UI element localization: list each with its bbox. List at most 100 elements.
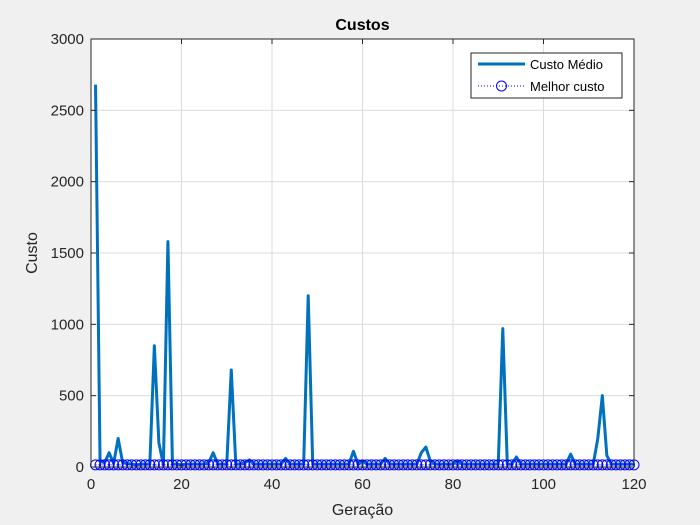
- point-melhor-custo: [538, 459, 549, 471]
- point-melhor-custo: [461, 459, 473, 471]
- y-tick-label: 2000: [51, 174, 84, 191]
- point-melhor-custo: [329, 459, 341, 471]
- point-melhor-custo: [479, 459, 491, 471]
- point-melhor-custo: [320, 459, 332, 471]
- y-tick-label: 2500: [51, 102, 84, 119]
- point-melhor-custo: [189, 459, 201, 471]
- point-melhor-custo: [501, 459, 513, 471]
- point-melhor-custo: [379, 459, 391, 471]
- point-melhor-custo: [583, 459, 595, 471]
- point-melhor-custo: [474, 459, 486, 471]
- y-tick-label: 3000: [51, 31, 84, 48]
- point-melhor-custo: [311, 459, 323, 471]
- point-melhor-custo: [112, 459, 124, 471]
- point-melhor-custo: [108, 459, 120, 471]
- point-melhor-custo: [94, 459, 106, 471]
- y-tick-label: 0: [76, 459, 84, 476]
- point-melhor-custo: [357, 459, 368, 471]
- point-melhor-custo: [519, 459, 531, 471]
- point-melhor-custo: [596, 459, 608, 471]
- point-melhor-custo: [135, 459, 147, 471]
- point-melhor-custo: [547, 459, 559, 471]
- x-tick-label: 100: [531, 476, 556, 493]
- point-melhor-custo: [157, 459, 169, 471]
- point-melhor-custo: [176, 459, 187, 471]
- point-melhor-custo: [510, 459, 522, 471]
- x-tick-label: 120: [621, 476, 646, 493]
- point-melhor-custo: [587, 459, 599, 471]
- point-melhor-custo: [280, 459, 292, 471]
- point-melhor-custo: [456, 459, 468, 471]
- point-melhor-custo: [433, 459, 445, 471]
- point-melhor-custo: [465, 459, 477, 471]
- point-melhor-custo: [289, 459, 301, 471]
- point-melhor-custo: [569, 459, 581, 471]
- point-melhor-custo: [347, 459, 359, 471]
- point-melhor-custo: [203, 459, 215, 471]
- chart-title: Custos: [335, 17, 389, 34]
- point-melhor-custo: [243, 459, 255, 471]
- point-melhor-custo: [325, 459, 337, 471]
- y-tick-label: 1500: [51, 245, 84, 262]
- point-melhor-custo: [560, 459, 572, 471]
- point-melhor-custo: [565, 459, 577, 471]
- x-tick-label: 40: [264, 476, 281, 493]
- point-melhor-custo: [275, 459, 287, 471]
- point-melhor-custo: [266, 459, 278, 471]
- point-melhor-custo: [139, 459, 151, 471]
- point-melhor-custo: [153, 459, 165, 471]
- series-layer: [90, 84, 640, 471]
- point-melhor-custo: [194, 459, 206, 471]
- point-melhor-custo: [406, 459, 418, 471]
- point-melhor-custo: [415, 459, 427, 471]
- point-melhor-custo: [483, 459, 495, 471]
- point-melhor-custo: [216, 459, 228, 471]
- point-melhor-custo: [528, 459, 540, 471]
- point-melhor-custo: [302, 459, 314, 471]
- point-melhor-custo: [185, 459, 197, 471]
- point-melhor-custo: [316, 459, 328, 471]
- x-tick-label: 20: [173, 476, 190, 493]
- point-melhor-custo: [198, 459, 210, 471]
- point-melhor-custo: [610, 459, 622, 471]
- point-melhor-custo: [144, 459, 156, 471]
- point-melhor-custo: [117, 459, 129, 471]
- x-tick-label: 60: [354, 476, 371, 493]
- point-melhor-custo: [338, 459, 350, 471]
- point-melhor-custo: [397, 459, 409, 471]
- point-melhor-custo: [248, 459, 260, 471]
- point-melhor-custo: [293, 459, 305, 471]
- point-melhor-custo: [257, 459, 269, 471]
- point-melhor-custo: [429, 459, 441, 471]
- point-melhor-custo: [424, 459, 436, 471]
- legend-box: [470, 52, 623, 99]
- point-melhor-custo: [166, 459, 178, 471]
- point-melhor-custo: [252, 459, 264, 471]
- point-melhor-custo: [506, 459, 518, 471]
- point-melhor-custo: [574, 459, 586, 471]
- point-melhor-custo: [551, 459, 563, 471]
- legend-label-best: Melhor custo: [530, 79, 604, 94]
- point-melhor-custo: [221, 459, 233, 471]
- point-melhor-custo: [212, 459, 224, 471]
- point-melhor-custo: [592, 459, 604, 471]
- y-tick-label: 1000: [51, 316, 84, 333]
- point-melhor-custo: [411, 459, 423, 471]
- point-melhor-custo: [239, 459, 251, 471]
- point-melhor-custo: [488, 459, 500, 471]
- point-melhor-custo: [619, 459, 631, 471]
- x-tick-label: 80: [445, 476, 462, 493]
- point-melhor-custo: [515, 459, 527, 471]
- point-melhor-custo: [230, 459, 242, 471]
- legend-marker-best: [496, 80, 507, 92]
- legend: Custo Médio Melhor custo: [470, 52, 623, 99]
- point-melhor-custo: [601, 459, 613, 471]
- point-melhor-custo: [103, 459, 115, 471]
- point-melhor-custo: [148, 459, 160, 471]
- point-melhor-custo: [470, 459, 482, 471]
- point-melhor-custo: [370, 459, 382, 471]
- point-melhor-custo: [298, 459, 310, 471]
- ticks: 0 20 40 60 80 100 120 0 500 1000 1500 2000 2500 3000: [51, 31, 647, 493]
- point-melhor-custo: [447, 459, 459, 471]
